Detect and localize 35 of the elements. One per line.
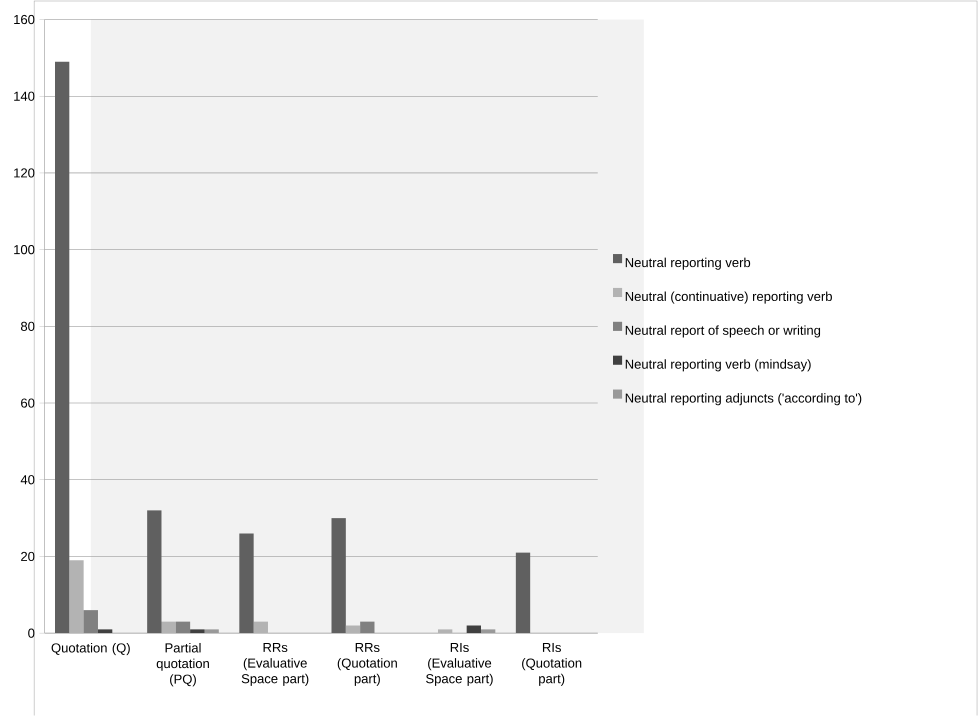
bar — [161, 622, 176, 634]
bar — [346, 626, 360, 634]
x-tick-label: RRs (Quotation part) — [338, 643, 397, 686]
legend-label: Neutral (continuative) reporting verb — [626, 292, 832, 304]
bar — [516, 552, 530, 634]
bar — [98, 629, 112, 634]
bar — [54, 62, 70, 634]
y-tick-label: 120 — [14, 168, 34, 178]
y-tick-label: 140 — [14, 92, 34, 101]
bar — [147, 510, 162, 634]
y-tick-label: 100 — [14, 245, 34, 254]
x-tick-label: Quotation (Q) — [52, 643, 130, 656]
y-tick-label: 60 — [21, 398, 34, 408]
bar — [466, 626, 481, 634]
y-tick-label: 20 — [21, 552, 34, 562]
y-tick-label: 80 — [20, 322, 34, 332]
y-tick-label: 40 — [20, 475, 34, 484]
x-tick-label: RIs (Quotation part) — [522, 643, 582, 686]
legend-label: Neutral report of speech or writing — [626, 325, 820, 338]
y-tick-label: 0 — [28, 628, 34, 638]
bar — [254, 622, 268, 634]
bar — [332, 518, 346, 634]
bar — [438, 629, 452, 634]
bar — [239, 534, 254, 634]
bar — [480, 629, 496, 634]
bar — [204, 629, 219, 634]
x-tick-label: RRs (Evaluative Space part) — [242, 643, 308, 686]
legend-label: Neutral reporting adjuncts ('according to') — [626, 393, 862, 406]
x-tick-label: Partial quotation (PQ) — [156, 643, 209, 686]
legend-label: Neutral reporting verb (mindsay) — [626, 359, 811, 372]
bar — [69, 560, 84, 634]
y-tick-label: 160 — [14, 15, 34, 24]
legend-label: Neutral reporting verb — [626, 258, 750, 270]
x-tick-label: RIs (Evaluative Space part) — [426, 643, 493, 686]
bar — [190, 629, 204, 634]
